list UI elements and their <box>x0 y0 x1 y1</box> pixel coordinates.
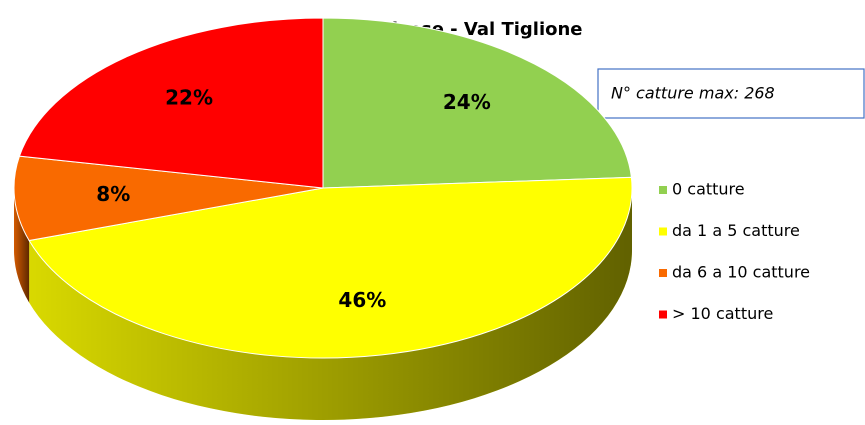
annotation: N° catture max: 268 <box>611 84 775 103</box>
legend-swatch <box>659 310 667 319</box>
annotation-box <box>597 68 865 119</box>
legend-label: > 10 catture <box>672 304 773 323</box>
slice <box>18 17 324 189</box>
data-label: 22% <box>165 85 213 109</box>
legend-swatch <box>659 269 667 277</box>
slice <box>322 17 632 189</box>
legend-swatch <box>659 186 667 194</box>
slice <box>28 176 633 359</box>
legend-label: da 1 a 5 catture <box>672 221 800 240</box>
slice-side-shade <box>29 188 633 420</box>
legend-label: da 6 a 10 catture <box>672 263 810 282</box>
slice <box>13 155 324 242</box>
data-label: 24% <box>443 90 491 114</box>
legend-label: 0 catture <box>672 180 745 199</box>
data-label: 46% <box>338 288 386 312</box>
data-label: 8% <box>96 182 130 206</box>
legend-swatch <box>659 227 667 236</box>
slice-side-shade <box>14 188 30 303</box>
